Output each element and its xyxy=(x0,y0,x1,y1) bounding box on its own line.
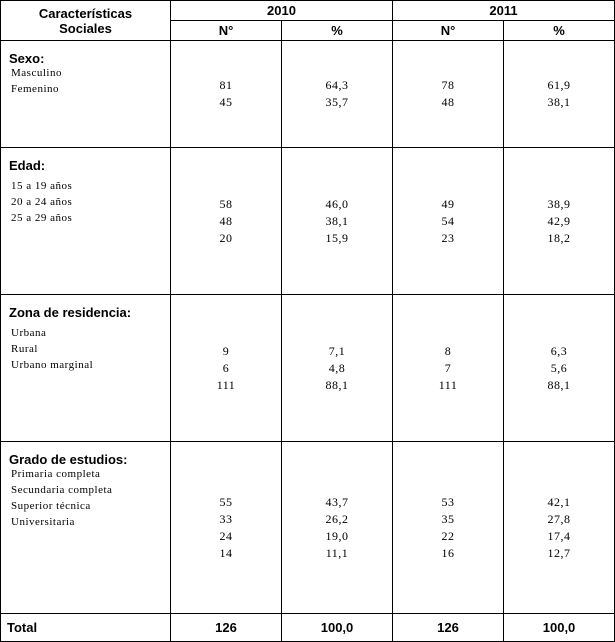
cell-value: 48 xyxy=(442,95,455,110)
section-item: 25 a 29 años xyxy=(9,211,162,227)
cell-value: 38,1 xyxy=(326,214,349,229)
cell-value: 53 xyxy=(442,495,455,510)
cell-value: 20 xyxy=(220,231,233,246)
section-item: Superior técnica xyxy=(9,499,162,515)
cell-value: 22 xyxy=(442,529,455,544)
cell-value: 111 xyxy=(439,378,458,393)
cell-value: 14 xyxy=(220,546,233,561)
section-item: 15 a 19 años xyxy=(9,179,162,195)
cell-value: 43,7 xyxy=(326,495,349,510)
header-n-2011: N° xyxy=(393,21,504,41)
section-item: Femenino xyxy=(9,82,162,98)
table-row: Grado de estudios: Primaria completa Sec… xyxy=(1,442,615,614)
cell-value: 81 xyxy=(220,78,233,93)
cell-value: 18,2 xyxy=(548,231,571,246)
cell-value: 64,3 xyxy=(326,78,349,93)
cell-value: 45 xyxy=(220,95,233,110)
cell-value: 33 xyxy=(220,512,233,527)
cell-value: 35 xyxy=(442,512,455,527)
cell-value: 49 xyxy=(442,197,455,212)
cell-value: 24 xyxy=(220,529,233,544)
cell-value: 42,9 xyxy=(548,214,571,229)
cell-value: 61,9 xyxy=(548,78,571,93)
cell-value: 42,1 xyxy=(548,495,571,510)
section-title: Zona de residencia: xyxy=(9,301,162,320)
cell-value: 88,1 xyxy=(326,378,349,393)
section-item: Primaria completa xyxy=(9,467,162,483)
header-p-2011: % xyxy=(504,21,615,41)
cell-value: 35,7 xyxy=(326,95,349,110)
cell-value: 38,1 xyxy=(548,95,571,110)
total-p-2010: 100,0 xyxy=(282,614,393,642)
cell-value: 54 xyxy=(442,214,455,229)
cell-value: 48 xyxy=(220,214,233,229)
cell-value: 7,1 xyxy=(329,344,346,359)
section-item: Universitaria xyxy=(9,515,162,531)
cell-value: 27,8 xyxy=(548,512,571,527)
table-row: Zona de residencia: Urbana Rural Urbano … xyxy=(1,295,615,442)
header-year-2010: 2010 xyxy=(171,1,393,21)
data-table: Características Sociales 2010 2011 N° % … xyxy=(0,0,615,642)
header-n-2010: N° xyxy=(171,21,282,41)
cell-value: 7 xyxy=(445,361,452,376)
cell-value: 4,8 xyxy=(329,361,346,376)
cell-value: 19,0 xyxy=(326,529,349,544)
cell-value: 23 xyxy=(442,231,455,246)
cell-value: 15,9 xyxy=(326,231,349,246)
cell-value: 55 xyxy=(220,495,233,510)
cell-value: 8 xyxy=(445,344,452,359)
total-p-2011: 100,0 xyxy=(504,614,615,642)
total-row: Total 126 100,0 126 100,0 xyxy=(1,614,615,642)
cell-value: 78 xyxy=(442,78,455,93)
section-item: Urbana xyxy=(9,326,162,342)
section-item: Masculino xyxy=(9,66,162,82)
cell-value: 17,4 xyxy=(548,529,571,544)
cell-value: 88,1 xyxy=(548,378,571,393)
cell-value: 9 xyxy=(223,344,230,359)
section-title: Edad: xyxy=(9,154,162,173)
section-title: Sexo: xyxy=(9,47,162,66)
section-item: Secundaria completa xyxy=(9,483,162,499)
table-body: Sexo: Masculino Femenino 81 45 64,3 35,7… xyxy=(1,41,615,642)
section-title: Grado de estudios: xyxy=(9,448,162,467)
cell-value: 58 xyxy=(220,197,233,212)
total-n-2010: 126 xyxy=(171,614,282,642)
header-year-2011: 2011 xyxy=(393,1,615,21)
table-row: Sexo: Masculino Femenino 81 45 64,3 35,7… xyxy=(1,41,615,148)
header-p-2010: % xyxy=(282,21,393,41)
cell-value: 38,9 xyxy=(548,197,571,212)
section-item: Rural xyxy=(9,342,162,358)
header-cat: Características Sociales xyxy=(1,1,171,41)
table-row: Edad: 15 a 19 años 20 a 24 años 25 a 29 … xyxy=(1,148,615,295)
cell-value: 26,2 xyxy=(326,512,349,527)
cell-value: 46,0 xyxy=(326,197,349,212)
section-item: Urbano marginal xyxy=(9,358,162,374)
total-n-2011: 126 xyxy=(393,614,504,642)
cell-value: 11,1 xyxy=(326,546,349,561)
cell-value: 111 xyxy=(217,378,236,393)
cell-value: 5,6 xyxy=(551,361,568,376)
cell-value: 6,3 xyxy=(551,344,568,359)
total-label: Total xyxy=(1,614,171,642)
cell-value: 16 xyxy=(442,546,455,561)
section-item: 20 a 24 años xyxy=(9,195,162,211)
cell-value: 12,7 xyxy=(548,546,571,561)
cell-value: 6 xyxy=(223,361,230,376)
